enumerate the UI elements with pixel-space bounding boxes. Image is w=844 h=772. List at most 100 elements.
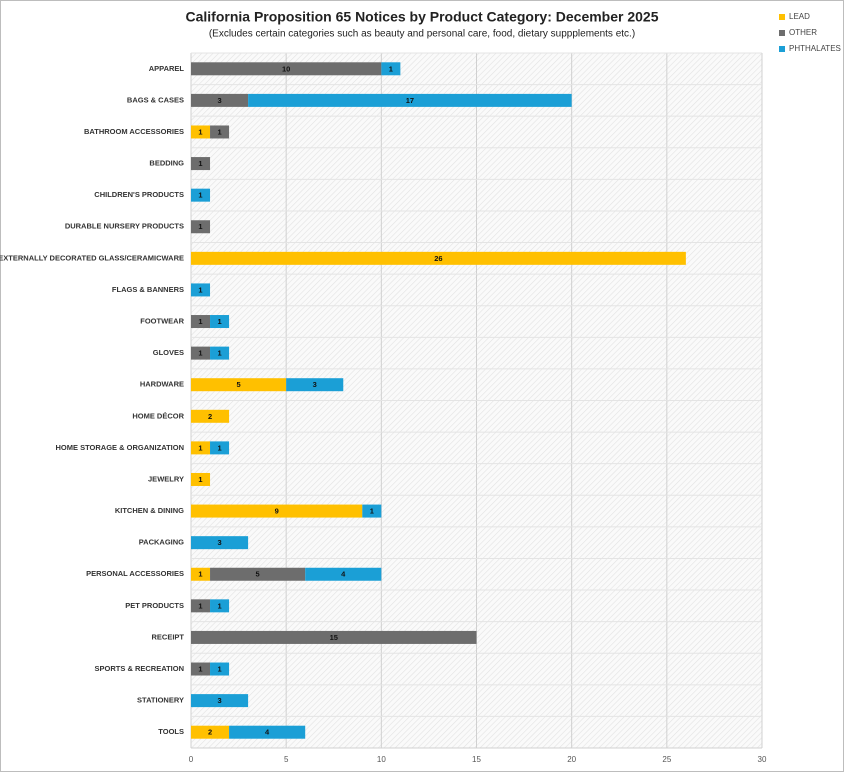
y-tick-label: HARDWARE: [140, 380, 184, 389]
value-label: 1: [198, 665, 202, 674]
bar-segment: [381, 62, 401, 76]
value-label: 3: [313, 380, 317, 389]
bar-segment: [210, 125, 230, 139]
bar-segment: [191, 472, 211, 486]
bar-segment: [191, 125, 211, 139]
legend-label: OTHER: [789, 28, 817, 37]
bar-segment: [191, 662, 211, 676]
bar-segment: [191, 251, 686, 265]
y-tick-label: GLOVES: [153, 348, 184, 357]
bar-segment: [191, 409, 230, 423]
bar-segment: [191, 536, 249, 550]
value-label: 3: [217, 696, 221, 705]
value-label: 1: [198, 222, 202, 231]
bar-segment: [210, 662, 230, 676]
bar-segment: [191, 441, 211, 455]
y-tick-label: SPORTS & RECREATION: [95, 664, 184, 673]
value-label: 1: [198, 159, 202, 168]
value-label: 1: [198, 601, 202, 610]
value-label: 3: [217, 538, 221, 547]
bar-segment: [191, 62, 382, 76]
value-label: 26: [434, 254, 442, 263]
y-tick-label: TOOLS: [158, 727, 184, 736]
y-tick-label: JEWELRY: [148, 474, 184, 483]
value-label: 1: [370, 507, 374, 516]
x-tick-label: 0: [189, 755, 194, 764]
x-tick-label: 30: [758, 755, 767, 764]
value-label: 1: [217, 349, 221, 358]
y-tick-label: CHILDREN'S PRODUCTS: [94, 190, 184, 199]
value-label: 1: [217, 127, 221, 136]
value-label: 1: [198, 127, 202, 136]
bar-segment: [191, 694, 249, 708]
y-tick-label: BAGS & CASES: [127, 95, 184, 104]
y-tick-label: PERSONAL ACCESSORIES: [86, 569, 184, 578]
value-label: 1: [217, 665, 221, 674]
y-tick-label: PET PRODUCTS: [125, 601, 184, 610]
bar-segment: [210, 315, 230, 329]
x-tick-label: 10: [377, 755, 386, 764]
bar-segment: [191, 93, 249, 107]
x-tick-label: 15: [472, 755, 481, 764]
y-tick-label: APPAREL: [149, 64, 185, 73]
chart-subtitle: (Excludes certain categories such as bea…: [209, 29, 635, 40]
value-label: 2: [208, 412, 212, 421]
chart-title: California Proposition 65 Notices by Pro…: [185, 9, 658, 25]
bar-segment: [210, 567, 306, 581]
value-label: 5: [236, 380, 240, 389]
bar-segment: [191, 283, 211, 297]
value-label: 1: [198, 349, 202, 358]
bar-segment: [210, 599, 230, 613]
value-label: 9: [275, 507, 279, 516]
y-tick-label: HOME DÉCOR: [132, 411, 184, 420]
bar-segment: [191, 220, 211, 234]
value-label: 1: [198, 443, 202, 452]
y-tick-label: PACKAGING: [139, 538, 184, 547]
y-tick-label: FOOTWEAR: [140, 317, 184, 326]
value-label: 1: [198, 317, 202, 326]
bar-segment: [210, 441, 230, 455]
legend-label: LEAD: [789, 12, 810, 21]
legend-swatch: [779, 46, 785, 52]
y-tick-label: DURABLE NURSERY PRODUCTS: [65, 222, 184, 231]
legend-label: PHTHALATES: [789, 44, 841, 53]
y-tick-label: BATHROOM ACCESSORIES: [84, 127, 184, 136]
bar-segment: [248, 93, 572, 107]
bar-segment: [191, 599, 211, 613]
y-tick-label: RECEIPT: [151, 632, 184, 641]
value-label: 3: [217, 96, 221, 105]
value-label: 1: [198, 191, 202, 200]
y-tick-label: FLAGS & BANNERS: [112, 285, 184, 294]
x-tick-label: 25: [662, 755, 671, 764]
bar-segment: [191, 188, 211, 202]
bar-segment: [362, 504, 382, 518]
value-label: 1: [217, 443, 221, 452]
value-label: 1: [198, 285, 202, 294]
value-label: 17: [406, 96, 414, 105]
bar-segment: [191, 157, 211, 171]
bar-segment: [286, 378, 344, 392]
bar-segment: [191, 725, 230, 739]
value-label: 1: [389, 64, 393, 73]
value-label: 1: [198, 570, 202, 579]
value-label: 1: [217, 601, 221, 610]
bar-segment: [305, 567, 382, 581]
y-tick-label: KITCHEN & DINING: [115, 506, 184, 515]
bar-segment: [210, 346, 230, 360]
y-tick-label: BEDDING: [149, 159, 184, 168]
bar-segment: [191, 315, 211, 329]
x-tick-label: 5: [284, 755, 289, 764]
value-label: 10: [282, 64, 290, 73]
x-tick-label: 20: [567, 755, 576, 764]
value-label: 1: [198, 475, 202, 484]
bar-segment: [191, 346, 211, 360]
value-label: 4: [341, 570, 346, 579]
y-tick-label: HOME STORAGE & ORGANIZATION: [56, 443, 184, 452]
bar-segment: [191, 630, 477, 644]
legend-swatch: [779, 14, 785, 20]
value-label: 5: [256, 570, 260, 579]
value-label: 15: [330, 633, 338, 642]
bar-segment: [191, 378, 287, 392]
value-label: 4: [265, 728, 270, 737]
